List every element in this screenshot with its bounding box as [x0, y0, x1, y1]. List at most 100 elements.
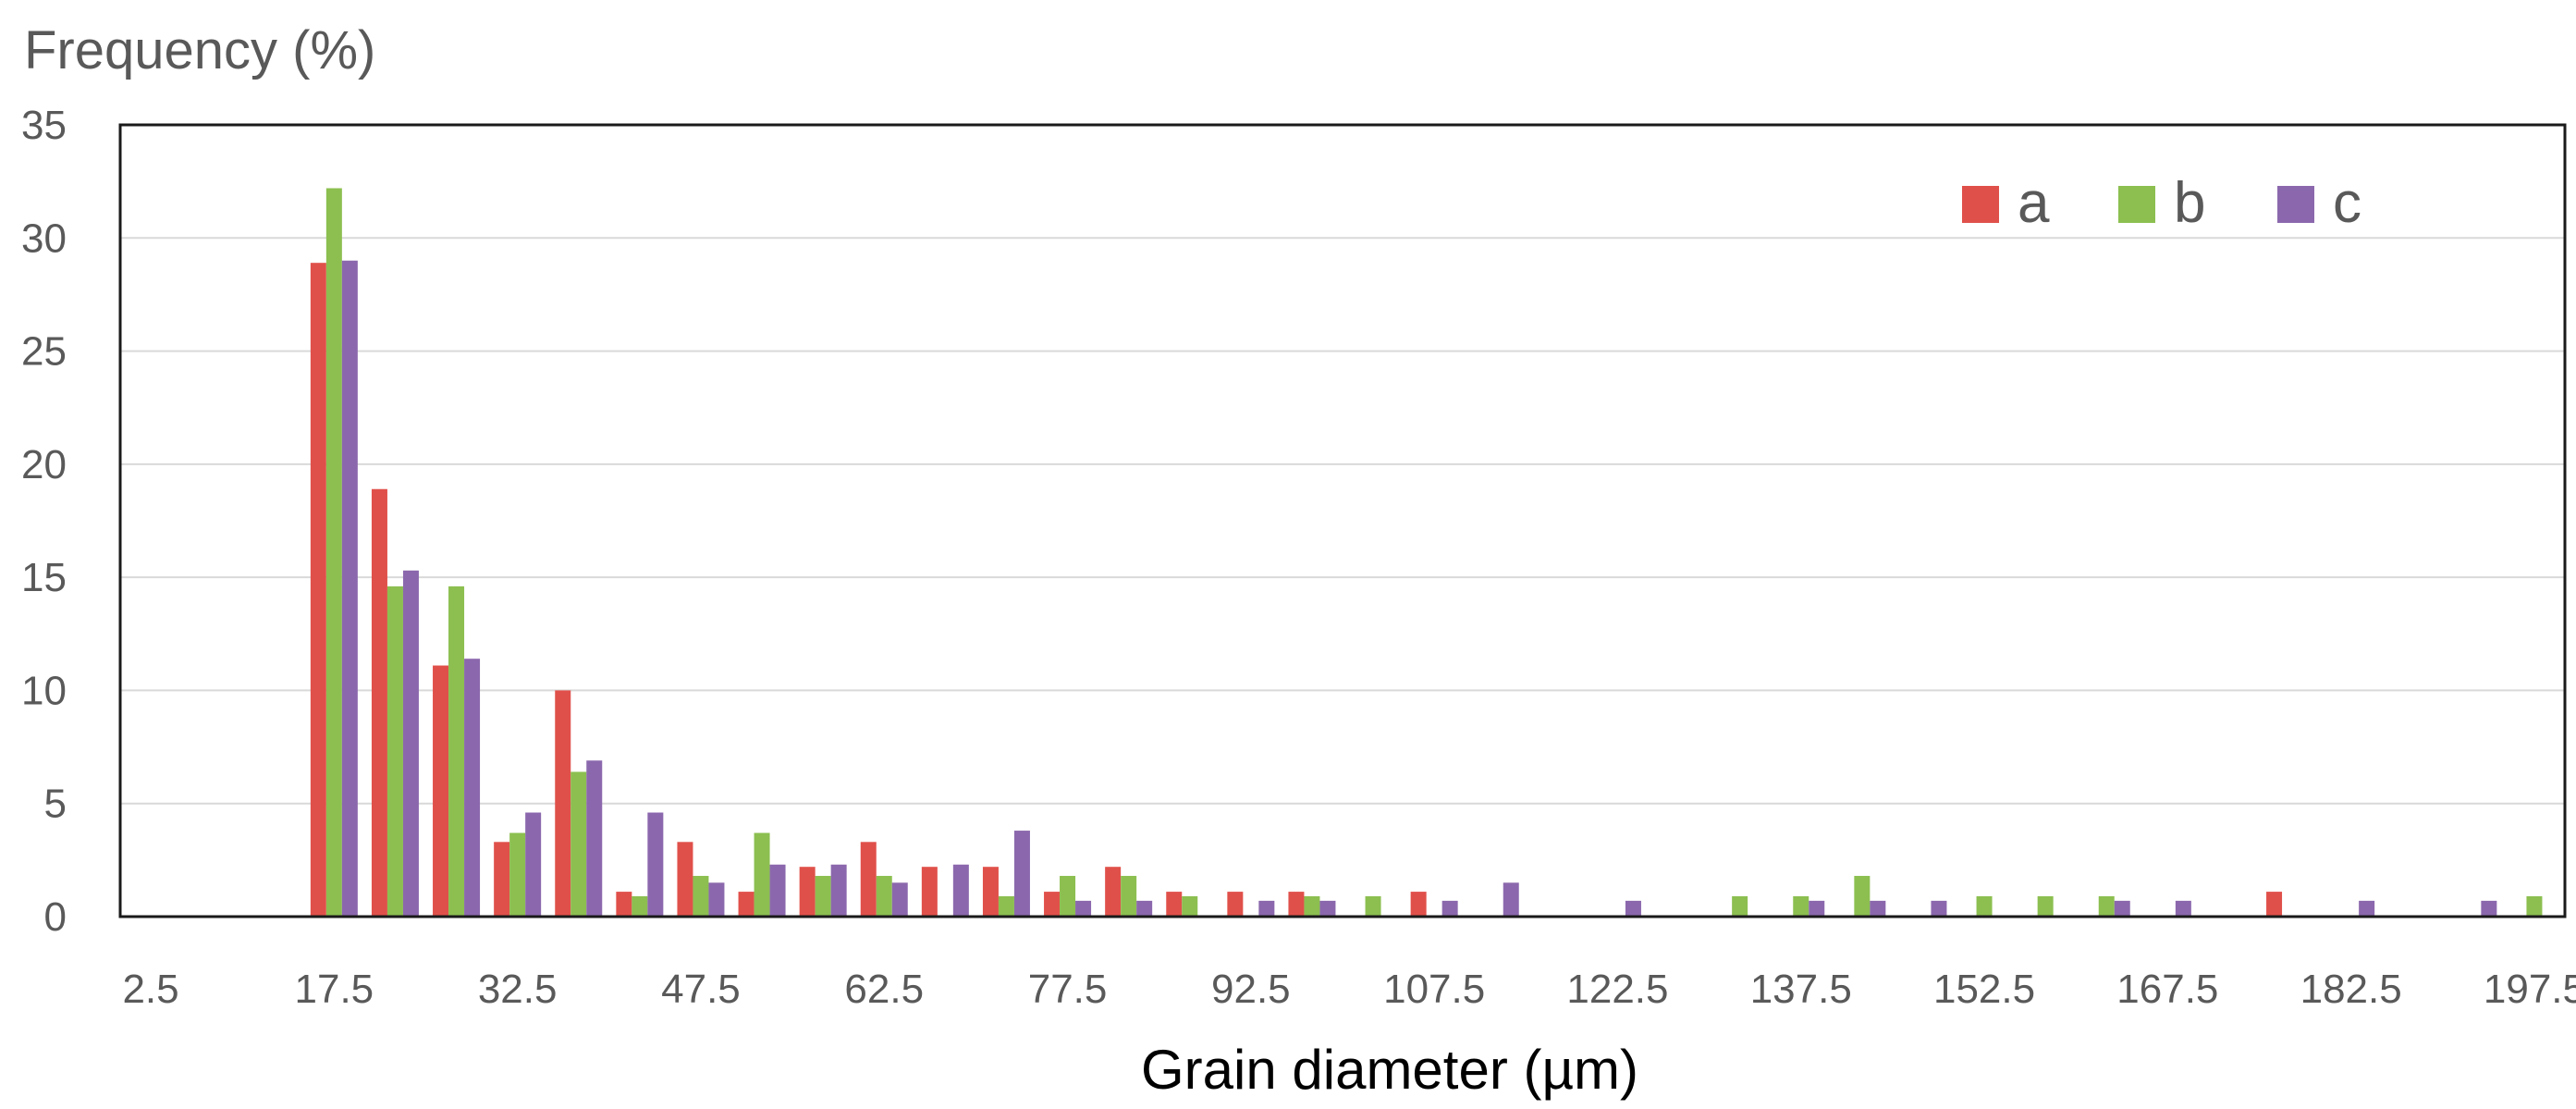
bar-b-32.5: [509, 832, 526, 917]
bar-c-82.5: [1136, 900, 1153, 917]
bar-b-82.5: [1121, 875, 1137, 917]
x-tick-label: 152.5: [1933, 967, 2035, 1012]
y-axis-title: Frequency (%): [24, 20, 375, 80]
legend: a b c: [1962, 171, 2361, 235]
bar-c-167.5: [2175, 900, 2191, 917]
bar-a-82.5: [1105, 867, 1122, 917]
x-tick-label: 107.5: [1383, 967, 1485, 1012]
bar-a-72.5: [982, 867, 999, 917]
bar-b-132.5: [1732, 895, 1748, 917]
bar-a-107.5: [1410, 892, 1427, 917]
legend-swatch-b: [2118, 186, 2155, 223]
bar-c-52.5: [769, 864, 786, 917]
y-tick-label: 30: [21, 216, 67, 261]
y-tick-label: 0: [44, 894, 67, 940]
x-tick-label: 32.5: [478, 967, 558, 1012]
bar-a-62.5: [860, 842, 877, 917]
bar-b-37.5: [570, 771, 587, 917]
bar-c-32.5: [525, 812, 542, 917]
bar-b-47.5: [693, 875, 709, 917]
bar-b-142.5: [1854, 875, 1871, 917]
x-tick-labels: 2.5 17.5 32.5 47.5 62.5 77.5 92.5 107.5 122.5 137…: [122, 967, 2576, 1012]
bar-b-27.5: [448, 585, 465, 917]
bar-b-102.5: [1365, 895, 1381, 917]
x-axis-title: Grain diameter (µm): [1141, 1039, 1638, 1101]
y-tick-labels: 0 5 10 15 20 25 30 35: [21, 103, 67, 940]
bar-c-112.5: [1503, 882, 1519, 917]
legend-swatch-a: [1962, 186, 1999, 223]
x-tick-label: 197.5: [2484, 967, 2576, 1012]
bar-a-57.5: [799, 867, 816, 917]
bar-b-57.5: [815, 875, 831, 917]
bar-c-67.5: [952, 864, 969, 917]
bar-b-77.5: [1060, 875, 1076, 917]
bar-b-87.5: [1182, 895, 1198, 917]
bar-a-177.5: [2266, 892, 2283, 917]
bar-c-92.5: [1258, 900, 1275, 917]
bar-a-22.5: [371, 488, 387, 917]
bar-b-52.5: [754, 832, 770, 917]
bar-a-32.5: [494, 842, 510, 917]
bar-b-62.5: [876, 875, 892, 917]
bar-a-42.5: [616, 892, 632, 917]
bar-c-72.5: [1013, 831, 1030, 917]
bar-c-122.5: [1625, 900, 1641, 917]
bar-c-137.5: [1809, 900, 1825, 917]
bar-c-97.5: [1319, 900, 1336, 917]
bar-a-37.5: [555, 690, 571, 917]
y-tick-label: 5: [44, 782, 67, 827]
bar-c-107.5: [1441, 900, 1458, 917]
bar-b-137.5: [1793, 895, 1809, 917]
legend-label-c: c: [2333, 171, 2361, 235]
bar-a-97.5: [1288, 892, 1305, 917]
x-tick-label: 17.5: [295, 967, 374, 1012]
bar-c-182.5: [2359, 900, 2375, 917]
bar-c-57.5: [830, 864, 847, 917]
bar-c-22.5: [402, 570, 419, 917]
bar-c-142.5: [1870, 900, 1886, 917]
y-tick-label: 35: [21, 103, 67, 148]
legend-swatch-c: [2277, 186, 2314, 223]
bar-b-72.5: [998, 895, 1014, 917]
bars-group: [310, 188, 2543, 918]
x-tick-label: 62.5: [844, 967, 924, 1012]
x-tick-label: 182.5: [2300, 967, 2402, 1012]
bar-c-162.5: [2114, 900, 2130, 917]
bar-b-162.5: [2098, 895, 2115, 917]
x-tick-label: 92.5: [1211, 967, 1291, 1012]
bar-b-97.5: [1304, 895, 1320, 917]
bar-c-147.5: [1931, 900, 1947, 917]
bar-c-37.5: [586, 760, 603, 917]
bar-a-92.5: [1227, 892, 1244, 917]
x-tick-label: 167.5: [2116, 967, 2218, 1012]
x-tick-label: 77.5: [1028, 967, 1108, 1012]
bar-b-197.5: [2526, 895, 2543, 917]
bar-a-67.5: [921, 867, 938, 917]
bar-b-17.5: [325, 188, 342, 918]
bar-b-22.5: [386, 585, 403, 917]
bar-c-27.5: [464, 659, 481, 917]
bar-a-77.5: [1044, 892, 1061, 917]
bar-a-87.5: [1166, 892, 1183, 917]
bar-a-47.5: [677, 842, 693, 917]
y-tick-label: 25: [21, 329, 67, 375]
bar-a-27.5: [433, 665, 449, 917]
legend-label-a: a: [2018, 171, 2050, 235]
bar-b-152.5: [1976, 895, 1993, 917]
y-tick-label: 15: [21, 555, 67, 600]
gridlines: [120, 237, 2565, 805]
x-tick-label: 122.5: [1566, 967, 1668, 1012]
plot-area-frame: [118, 123, 2567, 918]
bar-c-47.5: [708, 882, 725, 917]
legend-label-b: b: [2174, 171, 2205, 235]
bar-a-52.5: [738, 892, 754, 917]
bar-c-192.5: [2481, 900, 2497, 917]
bar-c-17.5: [341, 260, 358, 917]
bar-b-42.5: [632, 895, 648, 917]
bar-a-17.5: [310, 263, 326, 917]
bar-c-42.5: [647, 812, 664, 917]
bar-b-157.5: [2037, 895, 2054, 917]
y-tick-label: 20: [21, 442, 67, 487]
y-tick-label: 10: [21, 668, 67, 713]
